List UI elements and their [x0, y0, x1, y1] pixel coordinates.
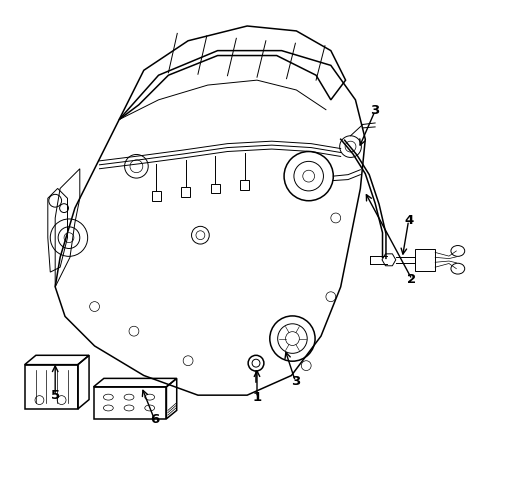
Text: 1: 1	[252, 391, 262, 404]
Text: 6: 6	[150, 413, 159, 426]
Text: 4: 4	[404, 214, 413, 227]
Bar	[240, 180, 249, 190]
Text: 5: 5	[50, 389, 60, 401]
Bar	[415, 249, 435, 271]
Text: 3: 3	[291, 375, 300, 388]
Bar	[211, 184, 219, 194]
Text: 3: 3	[371, 104, 380, 117]
Text: 2: 2	[408, 273, 417, 286]
Bar	[152, 191, 160, 201]
Bar	[181, 188, 190, 198]
